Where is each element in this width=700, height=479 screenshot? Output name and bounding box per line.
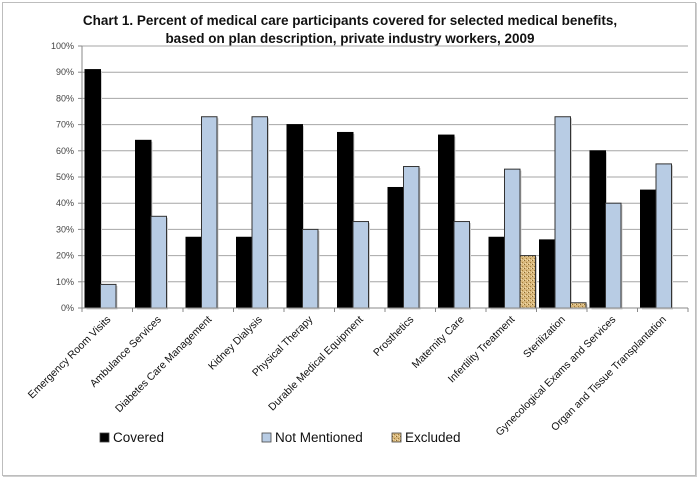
x-category-label: Sterilization [521, 314, 568, 361]
bars [84, 69, 673, 310]
legend-label: Excluded [405, 430, 461, 445]
y-tick-label: 60% [56, 146, 74, 156]
bar-not-mentioned [453, 221, 470, 309]
bar-covered [640, 189, 657, 309]
x-category-label: Organ and Tissue Transplantation [549, 314, 669, 434]
bar-not-mentioned [251, 116, 268, 309]
bar-not-mentioned [504, 168, 521, 309]
bar-not-mentioned [605, 202, 622, 309]
y-tick-label: 100% [51, 41, 74, 51]
bar-excluded [570, 302, 587, 309]
x-category-label: Maternity Care [410, 314, 467, 371]
bar-not-mentioned [100, 283, 117, 309]
legend: Covered Not Mentioned Excluded [99, 430, 461, 445]
bar-covered [387, 186, 404, 309]
bar-covered [135, 139, 152, 309]
y-tick-label: 80% [56, 93, 74, 103]
bar-covered [185, 236, 202, 309]
y-tick-label: 0% [61, 303, 74, 313]
bar-covered [286, 124, 303, 309]
legend-label: Covered [113, 430, 164, 445]
x-category-label: Diabetes Care Management [113, 314, 214, 415]
bar-covered [488, 236, 505, 309]
y-tick-label: 30% [56, 224, 74, 234]
bar-excluded [519, 255, 536, 309]
legend-swatch-excluded [391, 432, 402, 443]
x-category-label: Emergency Room Visits [26, 314, 114, 402]
y-axis: 0% 10% 20% 30% 40% 50% 60% 70% 80% 90% 100% [51, 41, 83, 313]
x-category-label: Durable Medical Equipment [266, 314, 366, 414]
legend-swatch-covered [99, 432, 110, 443]
y-tick-label: 20% [56, 251, 74, 261]
y-tick-label: 50% [56, 172, 74, 182]
bar-not-mentioned [403, 166, 420, 309]
chart-title: Chart 1. Percent of medical care partici… [0, 12, 700, 48]
bar-not-mentioned [554, 116, 571, 309]
bar-not-mentioned [150, 215, 167, 309]
x-category-label: Prosthetics [371, 314, 416, 359]
legend-label: Not Mentioned [275, 430, 363, 445]
bar-not-mentioned [201, 116, 218, 309]
y-tick-label: 90% [56, 67, 74, 77]
gridlines [82, 45, 688, 283]
y-tick-label: 70% [56, 120, 74, 130]
bar-not-mentioned [352, 221, 369, 309]
bar-covered [337, 131, 354, 309]
y-tick-label: 10% [56, 277, 74, 287]
bar-not-mentioned [302, 228, 319, 309]
bar-covered [438, 134, 455, 309]
bar-covered [539, 239, 556, 309]
chart-title-line1: Chart 1. Percent of medical care partici… [82, 13, 618, 28]
bar-covered [236, 236, 253, 309]
legend-swatch-not-mentioned [261, 432, 272, 443]
chart-title-line2: based on plan description, private indus… [165, 31, 535, 46]
y-tick-label: 40% [56, 198, 74, 208]
bar-covered [84, 69, 101, 309]
bar-covered [589, 150, 606, 309]
bar-not-mentioned [655, 163, 672, 309]
